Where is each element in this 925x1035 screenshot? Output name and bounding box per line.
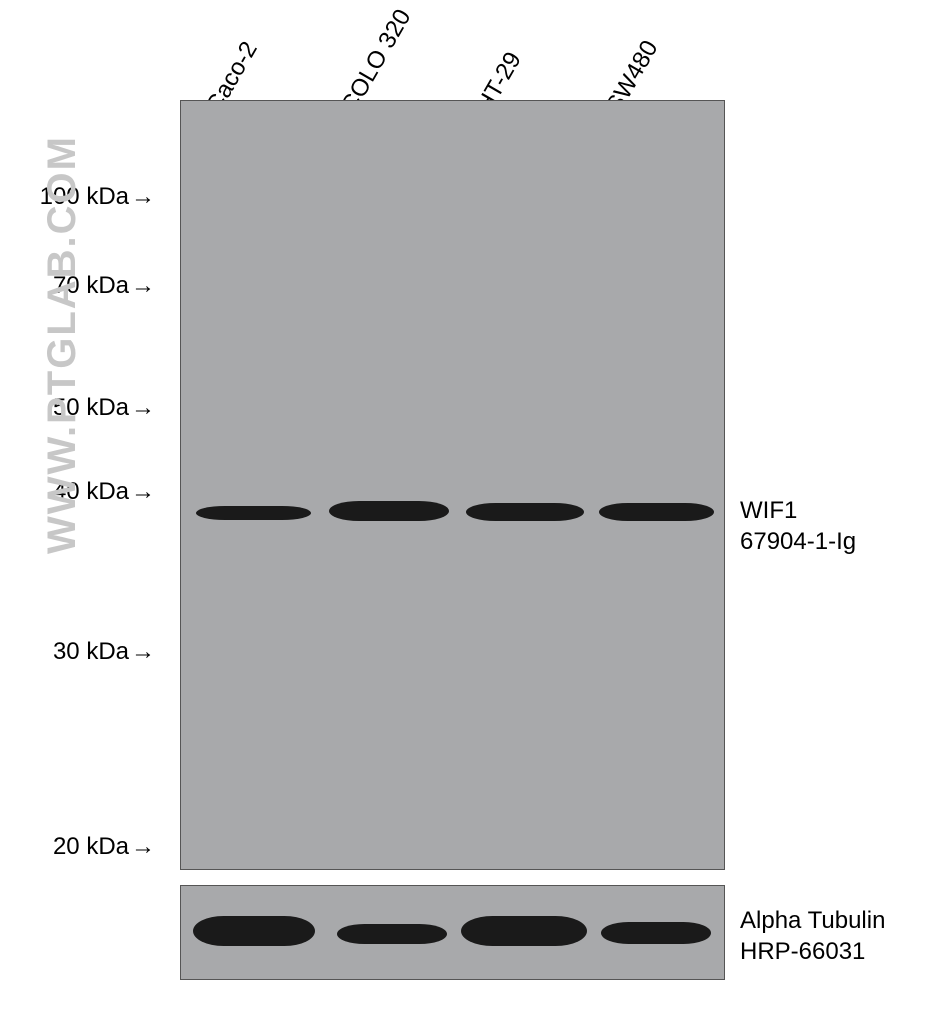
protein-band (466, 503, 584, 521)
mw-marker: 20 kDa→ (0, 833, 155, 861)
antibody-catalog: HRP-66031 (740, 936, 885, 967)
protein-band (196, 506, 311, 520)
arrow-icon: → (131, 478, 155, 506)
mw-marker: 40 kDa→ (0, 478, 155, 506)
protein-band (601, 922, 711, 944)
antibody-catalog: 67904-1-Ig (740, 526, 856, 557)
control-blot-image (180, 885, 725, 980)
antibody-label: Alpha Tubulin HRP-66031 (740, 905, 885, 967)
protein-band (337, 924, 447, 944)
protein-band (329, 501, 449, 521)
antibody-name: WIF1 (740, 495, 856, 526)
mw-marker: 100 kDa→ (0, 183, 155, 211)
arrow-icon: → (131, 833, 155, 861)
figure-container: WWW.PTGLAB.COM Caco-2 COLO 320 HT-29 SW4… (0, 0, 925, 1035)
arrow-icon: → (131, 638, 155, 666)
mw-marker: 70 kDa→ (0, 272, 155, 300)
arrow-icon: → (131, 394, 155, 422)
main-blot-image (180, 100, 725, 870)
arrow-icon: → (131, 183, 155, 211)
protein-band (599, 503, 714, 521)
mw-marker: 30 kDa→ (0, 638, 155, 666)
arrow-icon: → (131, 272, 155, 300)
antibody-label: WIF1 67904-1-Ig (740, 495, 856, 557)
antibody-name: Alpha Tubulin (740, 905, 885, 936)
protein-band (461, 916, 587, 946)
mw-marker: 50 kDa→ (0, 394, 155, 422)
protein-band (193, 916, 315, 946)
